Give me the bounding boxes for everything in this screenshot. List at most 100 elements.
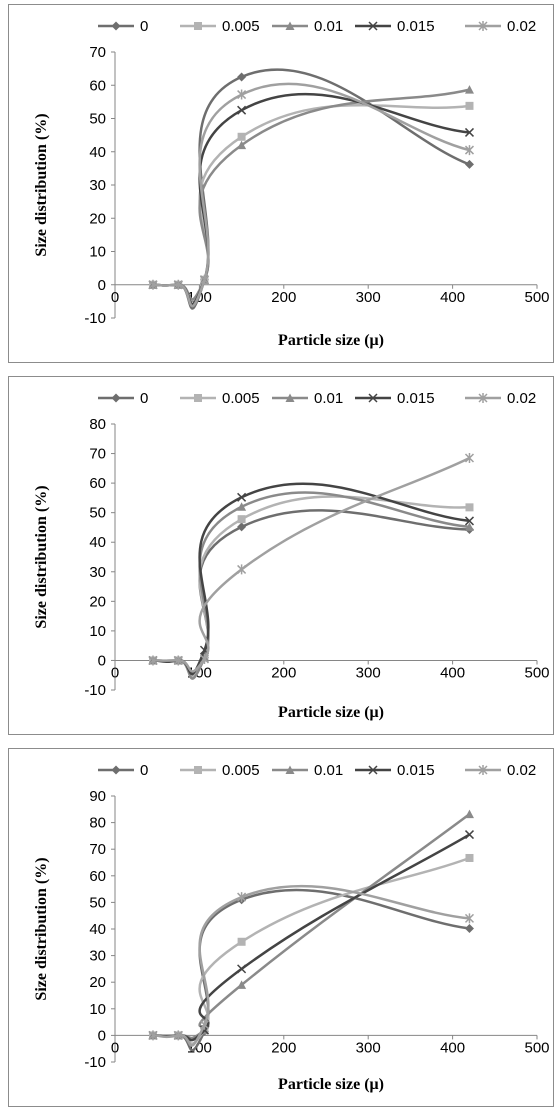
- y-tick-label: 10: [89, 244, 106, 261]
- y-tick-label: 40: [89, 921, 106, 938]
- y-tick-label: 40: [89, 534, 106, 551]
- data-point: [464, 85, 474, 94]
- legend-label: 0.01: [314, 762, 343, 779]
- data-point: [464, 159, 474, 169]
- data-point: [148, 279, 158, 290]
- data-point: [237, 964, 247, 974]
- data-point: [237, 492, 247, 502]
- x-tick-label: 400: [440, 664, 465, 681]
- y-tick-label: 70: [89, 446, 106, 463]
- data-point: [465, 853, 474, 862]
- y-tick-label: 80: [89, 416, 106, 433]
- legend-marker: [478, 765, 488, 775]
- legend-label: 0.01: [314, 18, 343, 35]
- y-tick-label: 0: [98, 652, 106, 669]
- legend-item: 0.015: [355, 18, 435, 35]
- y-tick-label: 60: [89, 77, 106, 94]
- x-tick-label: 300: [356, 1039, 381, 1056]
- x-tick-label: 400: [440, 289, 465, 306]
- y-tick-label: 30: [89, 948, 106, 965]
- y-tick-label: -10: [84, 682, 106, 699]
- y-tick-label: 30: [89, 177, 106, 194]
- data-point: [464, 913, 475, 924]
- legend-item: 0.005: [180, 390, 260, 407]
- legend-marker: [285, 393, 295, 402]
- legend-marker: [478, 21, 488, 31]
- data-point: [464, 809, 474, 819]
- legend-label: 0.015: [397, 18, 435, 35]
- y-tick-label: 60: [89, 868, 106, 885]
- legend-label: 0.015: [397, 762, 435, 779]
- legend-label: 0: [140, 390, 148, 407]
- x-tick-label: 300: [356, 664, 381, 681]
- legend-label: 0.01: [314, 390, 343, 407]
- legend-marker: [478, 393, 488, 403]
- y-tick-label: 30: [89, 564, 106, 581]
- y-tick-label: 70: [89, 44, 106, 61]
- x-tick-label: 200: [271, 664, 296, 681]
- legend-label: 0.005: [222, 18, 260, 35]
- x-tick-label: 200: [271, 1039, 296, 1056]
- data-point: [237, 132, 246, 141]
- legend-item: 0.005: [180, 18, 260, 35]
- data-point: [237, 980, 247, 989]
- legend-label: 0.005: [222, 390, 260, 407]
- y-axis-title: Size distribution (%): [33, 485, 50, 628]
- data-point: [199, 653, 209, 664]
- x-tick-label: 300: [356, 289, 381, 306]
- legend-item: 0.005: [180, 762, 260, 779]
- legend-item: 0.01: [272, 18, 343, 35]
- data-point: [464, 452, 475, 463]
- y-axis-title: Size distribution (%): [33, 857, 50, 1000]
- y-tick-label: 60: [89, 475, 106, 492]
- chart-frame: [8, 376, 554, 735]
- data-point: [148, 1030, 158, 1041]
- legend-item: 0.02: [465, 390, 536, 407]
- data-point: [464, 516, 475, 526]
- legend-label: 0.015: [397, 390, 435, 407]
- data-point: [464, 522, 474, 531]
- legend-marker: [285, 21, 295, 30]
- legend-marker: [194, 394, 202, 402]
- legend-marker: [368, 765, 378, 775]
- x-axis-title: Particle size (μ): [278, 704, 384, 721]
- data-point: [237, 502, 247, 511]
- x-tick-label: 500: [524, 289, 549, 306]
- data-point: [237, 892, 247, 903]
- legend-item: 0: [98, 18, 148, 35]
- y-tick-label: 90: [89, 788, 106, 805]
- y-tick-label: 0: [98, 277, 106, 294]
- legend-label: 0.02: [507, 390, 536, 407]
- data-point: [173, 279, 183, 290]
- y-tick-label: 80: [89, 815, 106, 832]
- legend-item: 0: [98, 390, 148, 407]
- data-point: [237, 89, 247, 100]
- y-tick-label: 50: [89, 505, 106, 522]
- y-tick-label: -10: [84, 310, 106, 327]
- legend-marker: [111, 21, 121, 31]
- legend-item: 0.01: [272, 390, 343, 407]
- x-tick-label: 0: [111, 664, 119, 681]
- legend-item: 0.02: [465, 18, 536, 35]
- data-point: [199, 1019, 209, 1030]
- legend-label: 0.02: [507, 18, 536, 35]
- x-tick-label: 500: [524, 1039, 549, 1056]
- y-tick-label: 70: [89, 841, 106, 858]
- x-tick-label: 0: [111, 289, 119, 306]
- legend-marker: [368, 21, 378, 31]
- chart-frame: [8, 4, 554, 363]
- y-tick-label: 20: [89, 974, 106, 991]
- y-tick-label: 20: [89, 593, 106, 610]
- data-point: [173, 655, 183, 666]
- data-point: [464, 830, 475, 840]
- x-tick-label: 0: [111, 1039, 119, 1056]
- legend-label: 0: [140, 18, 148, 35]
- legend-item: 0.015: [355, 390, 435, 407]
- legend-marker: [194, 22, 202, 30]
- data-point: [237, 72, 247, 82]
- legend-marker: [111, 765, 121, 775]
- x-axis-title: Particle size (μ): [278, 332, 384, 349]
- legend-marker: [368, 393, 378, 403]
